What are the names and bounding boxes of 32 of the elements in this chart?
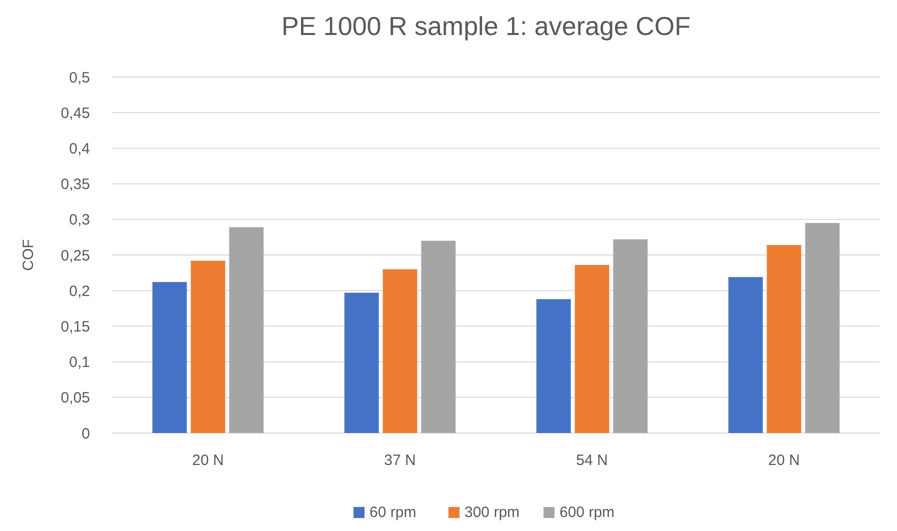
legend-label: 300 rpm bbox=[464, 504, 520, 521]
bar bbox=[536, 299, 571, 433]
bar bbox=[613, 239, 648, 433]
chart-title: PE 1000 R sample 1: average COF bbox=[282, 11, 690, 41]
x-tick-label: 54 N bbox=[576, 452, 608, 469]
y-tick-label: 0,45 bbox=[60, 104, 90, 122]
y-tick-label: 0,15 bbox=[60, 318, 90, 336]
y-tick-label: 0,4 bbox=[69, 140, 90, 158]
bar bbox=[229, 227, 264, 433]
bar bbox=[728, 277, 763, 433]
y-tick-label: 0,3 bbox=[69, 212, 90, 229]
y-tick-label: 0,35 bbox=[60, 176, 90, 194]
bar bbox=[574, 264, 610, 433]
x-tick-label: 37 N bbox=[384, 452, 416, 469]
bar bbox=[152, 282, 187, 433]
y-axis-title: COF bbox=[20, 239, 37, 271]
y-tick-label: 0 bbox=[82, 425, 90, 442]
legend-label: 60 rpm bbox=[370, 504, 416, 521]
bar bbox=[421, 240, 456, 433]
y-tick-label: 0,05 bbox=[60, 390, 90, 407]
y-tick-label: 0,1 bbox=[69, 354, 90, 372]
x-tick-label: 20 N bbox=[768, 452, 800, 469]
bar bbox=[382, 269, 418, 433]
bar bbox=[766, 245, 802, 433]
y-tick-label: 0,2 bbox=[69, 282, 90, 300]
bar bbox=[805, 222, 840, 433]
y-tick-label: 0,5 bbox=[69, 69, 90, 86]
y-tick-label: 0,25 bbox=[60, 247, 90, 264]
bar bbox=[344, 292, 379, 433]
legend-label: 600 rpm bbox=[560, 504, 615, 521]
x-tick-label: 20 N bbox=[192, 452, 224, 469]
bar bbox=[190, 260, 226, 433]
